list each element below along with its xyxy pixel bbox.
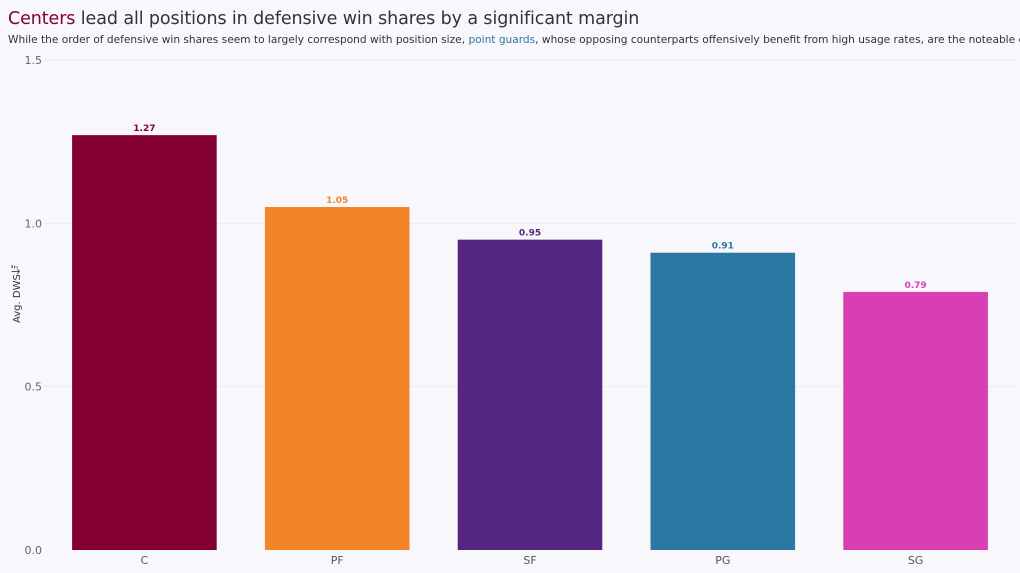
bars <box>72 135 988 550</box>
bar-pg[interactable] <box>650 252 796 550</box>
chart-subtitle: While the order of defensive win shares … <box>8 34 1020 46</box>
title-rest: lead all positions in defensive win shar… <box>75 9 640 29</box>
bar-sg[interactable] <box>843 291 988 550</box>
subtitle-before: While the order of defensive win shares … <box>8 34 469 46</box>
subtitle-highlight: point guards <box>468 34 536 46</box>
value-label-sf: 0.95 <box>519 229 541 239</box>
y-tick-label: 1.0 <box>25 217 43 230</box>
y-axis-ticks: 0.0 0.5 1.0 1.5 <box>25 54 43 557</box>
bar-pf[interactable] <box>264 207 410 550</box>
x-tick-label: SG <box>908 554 924 567</box>
x-tick-label: PF <box>331 554 344 567</box>
value-label-pf: 1.05 <box>326 196 348 206</box>
x-tick-label: C <box>141 554 149 567</box>
y-tick-label: 1.5 <box>25 54 43 67</box>
y-axis-title-text: Avg. DWS <box>12 274 23 323</box>
value-label-pg: 0.91 <box>712 242 734 252</box>
value-label-sg: 0.79 <box>904 281 926 291</box>
y-tick-label: 0.5 <box>25 381 43 394</box>
subtitle-after: , whose opposing counterparts offensivel… <box>535 34 1020 46</box>
x-tick-label: SF <box>523 554 536 567</box>
chart-title: Centers lead all positions in defensive … <box>8 9 639 29</box>
x-tick-label: PG <box>715 554 730 567</box>
bar-sf[interactable] <box>457 239 603 550</box>
sort-descending-icon[interactable] <box>11 265 21 275</box>
title-highlight: Centers <box>8 9 76 29</box>
value-label-c: 1.27 <box>133 124 155 134</box>
x-axis-labels: C PF SF PG SG <box>141 554 924 567</box>
y-tick-label: 0.0 <box>25 544 43 557</box>
value-labels: 1.27 1.05 0.95 0.91 0.79 <box>133 124 926 291</box>
y-axis-title[interactable]: Avg. DWS <box>11 265 24 323</box>
bar-c[interactable] <box>72 135 217 550</box>
